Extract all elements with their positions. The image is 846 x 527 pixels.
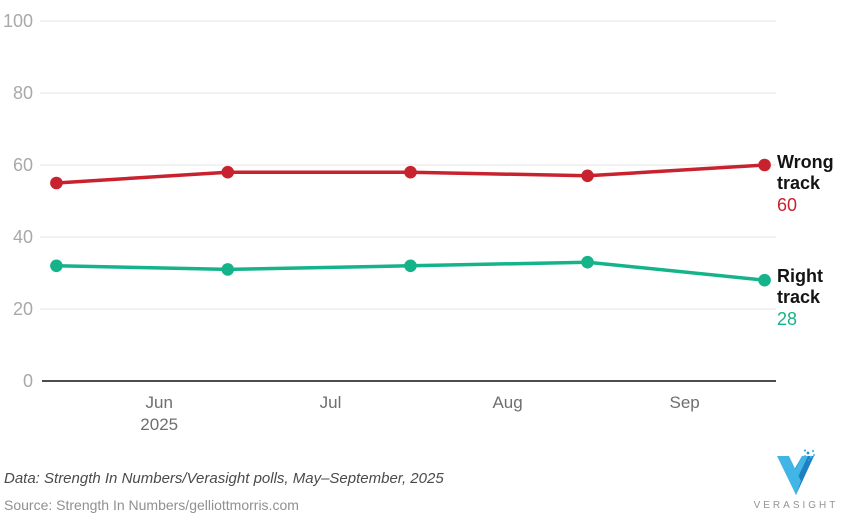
data-point-wrong-track — [581, 169, 594, 183]
x-tick-label: Jul — [320, 393, 342, 412]
x-tick-label: Aug — [492, 393, 522, 412]
series-label-line: Right — [777, 266, 823, 286]
series-label-wrong-track: Wrong track 60 — [777, 152, 846, 216]
data-point-wrong-track — [758, 158, 771, 172]
y-tick-label: 40 — [13, 227, 33, 247]
series-label-line: track — [777, 287, 821, 307]
x-tick-label: Sep — [670, 393, 700, 412]
series-label-line: track — [777, 173, 821, 193]
data-point-right-track — [50, 259, 63, 273]
source-note: Source: Strength In Numbers/gelliottmorr… — [4, 497, 299, 513]
data-point-right-track — [221, 263, 235, 276]
data-note: Data: Strength In Numbers/Verasight poll… — [4, 470, 444, 487]
series-latest-value: 60 — [777, 195, 798, 215]
x-tick-label: Jun — [146, 393, 173, 412]
chart-footer: Data: Strength In Numbers/Verasight poll… — [4, 469, 444, 514]
series-label-right-track: Right track 28 — [777, 266, 846, 330]
y-tick-label: 20 — [13, 299, 33, 319]
x-tick-sublabel: 2025 — [140, 415, 178, 434]
data-point-wrong-track — [404, 165, 417, 179]
verasight-logo: VERASIGHT — [752, 449, 840, 511]
y-tick-label: 80 — [13, 83, 33, 103]
y-tick-label: 100 — [3, 11, 33, 31]
data-point-right-track — [581, 255, 594, 269]
verasight-logo-text: VERASIGHT — [753, 500, 839, 511]
data-point-right-track — [404, 259, 417, 273]
series-label-line: Wrong — [777, 152, 834, 172]
verasight-logo-mark — [777, 449, 815, 495]
y-tick-label: 60 — [13, 155, 33, 175]
data-point-right-track — [758, 273, 771, 287]
y-tick-label: 0 — [23, 371, 33, 391]
data-point-wrong-track — [50, 176, 63, 190]
poll-line-chart: 0 20 40 60 80 100 Jun 2025 Jul Aug Sep — [3, 11, 776, 434]
data-point-wrong-track — [221, 165, 235, 179]
series-latest-value: 28 — [777, 309, 798, 329]
